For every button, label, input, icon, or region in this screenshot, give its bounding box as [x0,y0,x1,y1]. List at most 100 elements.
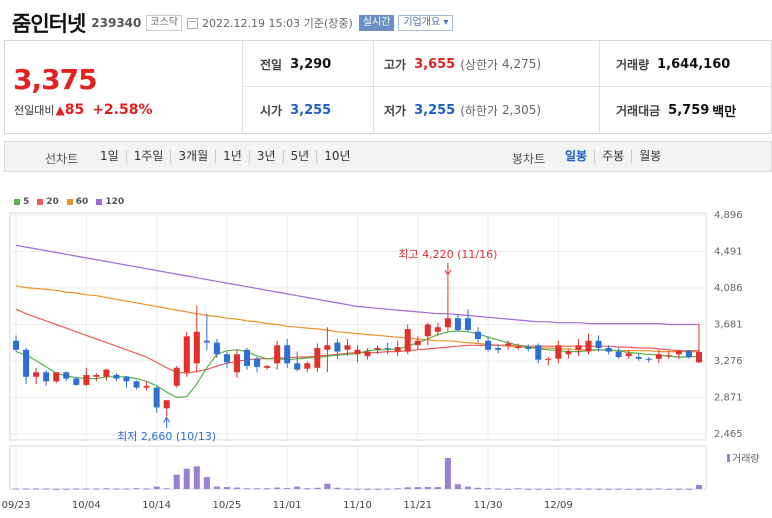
lower-limit-value: 2,305) [502,103,542,117]
candle-body [475,331,482,339]
volume-bar [545,488,552,490]
x-tick-label: 11/21 [403,500,432,511]
y-tick-label: 2,871 [714,393,743,404]
volume-bar [595,488,602,490]
candle-body [384,347,391,349]
candle-body [254,358,261,367]
candle-body [83,374,90,385]
prev-close-label: 전일 [260,57,283,72]
volume-bar [153,486,160,489]
volume-bar [133,488,140,490]
candle-body [655,354,662,359]
volume-bar [665,488,672,490]
ma120-line [15,244,699,326]
candle-body [93,374,100,377]
candle-body [374,347,381,350]
candle-body [595,340,602,348]
candle-body [495,347,502,350]
volume-bar [324,483,331,489]
candle-body [133,381,140,388]
candle-body [274,345,281,364]
high-marker-arrowhead [444,269,452,276]
volume-bar [625,488,632,490]
y-tick-label: 3,681 [714,320,743,331]
candle-body [675,350,682,355]
volume-label: 거래량 [616,57,650,72]
candle-body [414,340,421,346]
candle-body [294,363,301,370]
period-tab[interactable]: 3개월 [170,150,215,163]
current-price: 3,375 [13,63,98,96]
volume-bar [675,488,682,490]
upper-limit-label: (상한가 [460,57,499,72]
trade-value-unit: 백만 [712,104,737,120]
volume-bar [685,488,692,490]
period-tab[interactable]: 1년 [215,150,249,163]
chevron-down-icon: ▾ [443,17,449,28]
volume-bar [93,488,100,490]
volume-bar [655,488,662,490]
legend-ma5: 5 [14,197,29,207]
company-overview-label: 기업개요 [403,17,441,28]
volume-bar [404,487,411,489]
candle-body [324,345,331,350]
x-tick-label: 11/30 [474,500,503,511]
calendar-icon [187,17,198,29]
period-tab[interactable]: 1일 [100,149,119,163]
stock-name: 줌인터넷 [12,12,86,36]
candle-body [434,327,441,332]
y-tick-label: 4,896 [714,210,743,221]
period-tab[interactable]: 10년 [316,150,357,163]
x-tick-label: 10/14 [142,500,171,511]
candle-body [223,354,230,363]
candle-body [13,340,20,350]
volume-bar [475,487,482,489]
company-overview-button[interactable]: 기업개요 ▾ [398,15,454,31]
moving-average-legend: 5 20 60 120 [14,197,132,207]
x-tick-label: 10/04 [72,500,101,511]
change-value: 85 [64,102,85,118]
quote-info-panel: 3,375 전일대비 ▲ 85 +2.58% 전일 3,290 고가 3,655… [4,40,772,134]
candle-tab-monthly[interactable]: 월봉 [631,150,668,163]
candle-tab-daily[interactable]: 일봉 [565,149,588,163]
volume-bar [244,488,251,490]
candle-body [344,345,351,350]
period-tab[interactable]: 5년 [282,150,317,163]
open-cell: 시가 3,255 [244,87,374,133]
candle-body [404,329,411,352]
candle-tab-weekly[interactable]: 주봉 [594,150,631,163]
period-tab[interactable]: 3년 [248,150,283,163]
volume-bar [414,487,421,489]
candle-body [23,349,30,377]
candle-body [123,376,130,382]
candle-body [63,372,70,379]
candle-body [635,356,642,359]
high-cell: 고가 3,655 (상한가 4,275) [374,41,600,87]
price-plot-frame [9,212,707,441]
candle-body [535,345,542,360]
volume-bar [575,488,582,490]
lower-limit-label: (하한가 [460,103,499,118]
volume-bar [33,488,40,490]
volume-bar [103,488,110,490]
legend-ma60: 60 [66,197,89,207]
realtime-button[interactable]: 실시간 [358,15,395,31]
candle-body [485,340,492,350]
period-tab[interactable]: 1주일 [125,150,171,163]
x-tick-label: 11/10 [343,500,372,511]
prev-close-cell: 전일 3,290 [244,41,374,87]
volume-bar [695,484,702,489]
candle-body [334,342,341,352]
candle-body [515,346,522,348]
volume-bar [73,488,80,490]
candle-body [103,369,110,377]
candle-body [173,367,180,386]
legend-ma60-label: 60 [75,197,89,207]
volume-bar [645,488,652,490]
volume-bar [203,477,210,489]
candle-body [203,340,210,343]
volume-bar [264,488,271,490]
candle-body [53,372,60,382]
stats-grid: 전일 3,290 고가 3,655 (상한가 4,275) 거래량 1,644,… [244,41,771,133]
